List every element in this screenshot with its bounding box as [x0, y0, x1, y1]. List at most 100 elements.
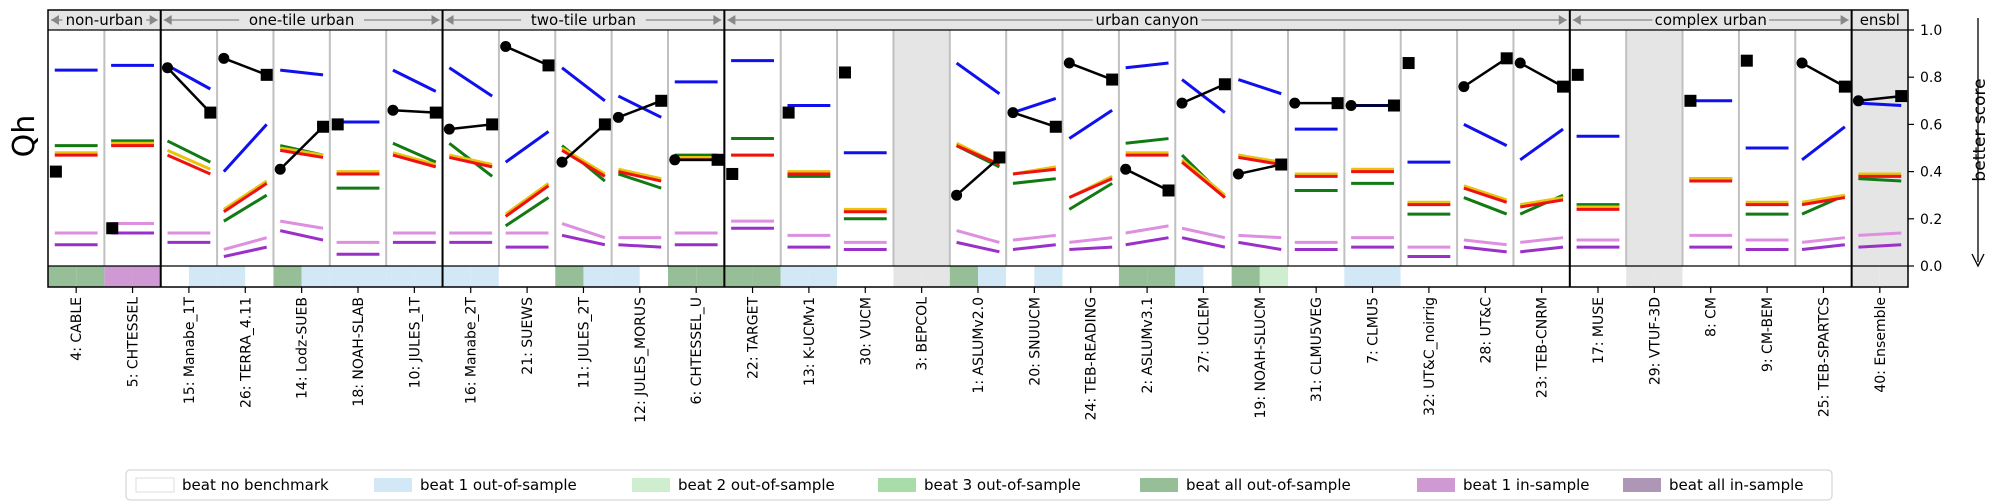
black-square — [711, 153, 724, 166]
black-square — [1218, 78, 1231, 91]
purple-line — [1125, 236, 1169, 247]
black-dot — [500, 41, 512, 53]
benchmark-cell — [696, 266, 725, 287]
purple-line — [618, 243, 662, 249]
black-square — [726, 167, 739, 180]
black-square — [1387, 99, 1400, 112]
pink-line — [561, 222, 606, 240]
black-square — [1684, 94, 1697, 107]
pink-line — [223, 236, 268, 251]
black-line — [166, 66, 212, 114]
x-tick-label: 17: MUSE — [1591, 297, 1607, 364]
purple-line — [1238, 240, 1282, 251]
group-arrow-head-right — [713, 15, 722, 25]
black-dot — [1176, 97, 1188, 109]
black-square — [204, 106, 217, 119]
benchmark-cell — [1147, 266, 1176, 287]
black-line — [1858, 94, 1902, 103]
benchmark-cell — [837, 266, 866, 287]
yellow-line — [504, 182, 550, 216]
black-dot — [218, 52, 230, 64]
black-dot — [612, 111, 624, 123]
red-line — [223, 182, 268, 213]
better-score-label: better score — [1970, 78, 1990, 181]
black-dot — [1852, 95, 1864, 107]
purple-line — [1858, 243, 1902, 249]
black-line — [223, 57, 268, 77]
pink-line — [1125, 224, 1169, 235]
pink-line — [956, 229, 1000, 244]
benchmark-cell — [1654, 266, 1683, 287]
benchmark-cell — [470, 266, 499, 287]
black-line — [1125, 168, 1170, 192]
black-square — [1402, 57, 1415, 70]
benchmark-cell — [752, 266, 781, 287]
green-line — [223, 193, 268, 223]
black-line — [449, 123, 493, 131]
red-line — [1463, 186, 1508, 204]
black-square — [598, 118, 611, 131]
legend-label-all_in: beat all in-sample — [1669, 476, 1804, 494]
red-line — [1181, 161, 1226, 199]
pink-line — [1012, 233, 1056, 242]
benchmark-cell — [1231, 266, 1260, 287]
blue-line — [955, 61, 1001, 95]
benchmark-cell — [1090, 266, 1119, 287]
yellow-line — [1463, 184, 1508, 202]
black-line — [279, 125, 324, 171]
x-tick-label: 19: NOAH-SLUCM — [1253, 297, 1269, 418]
purple-line — [1069, 245, 1113, 251]
black-line — [1801, 61, 1846, 88]
group-arrow-head-right — [1840, 15, 1849, 25]
benchmark-cell — [893, 266, 922, 287]
red-line — [504, 184, 550, 218]
benchmark-cell — [1738, 266, 1768, 287]
black-dot — [1120, 163, 1132, 175]
benchmark-cell — [1006, 266, 1035, 287]
group-label: ensbl — [1860, 11, 1900, 29]
yellow-line — [223, 179, 268, 211]
x-tick-label: 20: SNUUCM — [1027, 297, 1043, 386]
x-tick-label: 26: TERRA_4.11 — [238, 297, 254, 408]
pink-line — [1858, 231, 1902, 237]
better-score-arrowhead — [1971, 253, 1985, 268]
benchmark-cell — [1569, 266, 1598, 287]
benchmark-cell — [1795, 266, 1824, 287]
benchmark-cell — [1457, 266, 1486, 287]
black-line — [1181, 83, 1226, 105]
benchmark-cell — [442, 266, 471, 287]
blue-line — [1237, 78, 1282, 96]
benchmark-cell — [132, 266, 161, 287]
red-line — [1012, 167, 1056, 176]
black-line — [1463, 57, 1508, 88]
yellow-line — [1181, 158, 1226, 197]
x-tick-label: 4: CABLE — [69, 297, 85, 361]
black-square — [1049, 120, 1062, 133]
group-arrow-head-left — [445, 15, 454, 25]
benchmark-cell — [358, 266, 387, 287]
yellow-line — [618, 167, 662, 181]
group-label: one-tile urban — [249, 11, 354, 29]
group-label: two-tile urban — [531, 11, 636, 29]
blue-line — [504, 130, 550, 164]
benchmark-cell — [921, 266, 950, 287]
black-dot — [274, 163, 286, 175]
benchmark-cell — [1288, 266, 1317, 287]
pink-line — [1801, 236, 1846, 244]
black-square — [331, 118, 344, 131]
benchmark-cell — [1316, 266, 1345, 287]
benchmark-cell — [217, 266, 246, 287]
benchmark-cell — [1428, 266, 1458, 287]
group-arrow-head-right — [149, 15, 158, 25]
benchmark-cell — [1823, 266, 1852, 287]
benchmark-cell — [273, 266, 302, 287]
x-tick-label: 18: NOAH-SLAB — [351, 297, 367, 407]
purple-line — [1520, 245, 1564, 254]
group-label-bg — [521, 12, 646, 28]
benchmark-cell — [668, 266, 697, 287]
purple-line — [223, 245, 268, 259]
benchmark-cell — [1626, 266, 1655, 287]
black-line — [955, 156, 1001, 197]
benchmark-cell — [1879, 266, 1908, 287]
